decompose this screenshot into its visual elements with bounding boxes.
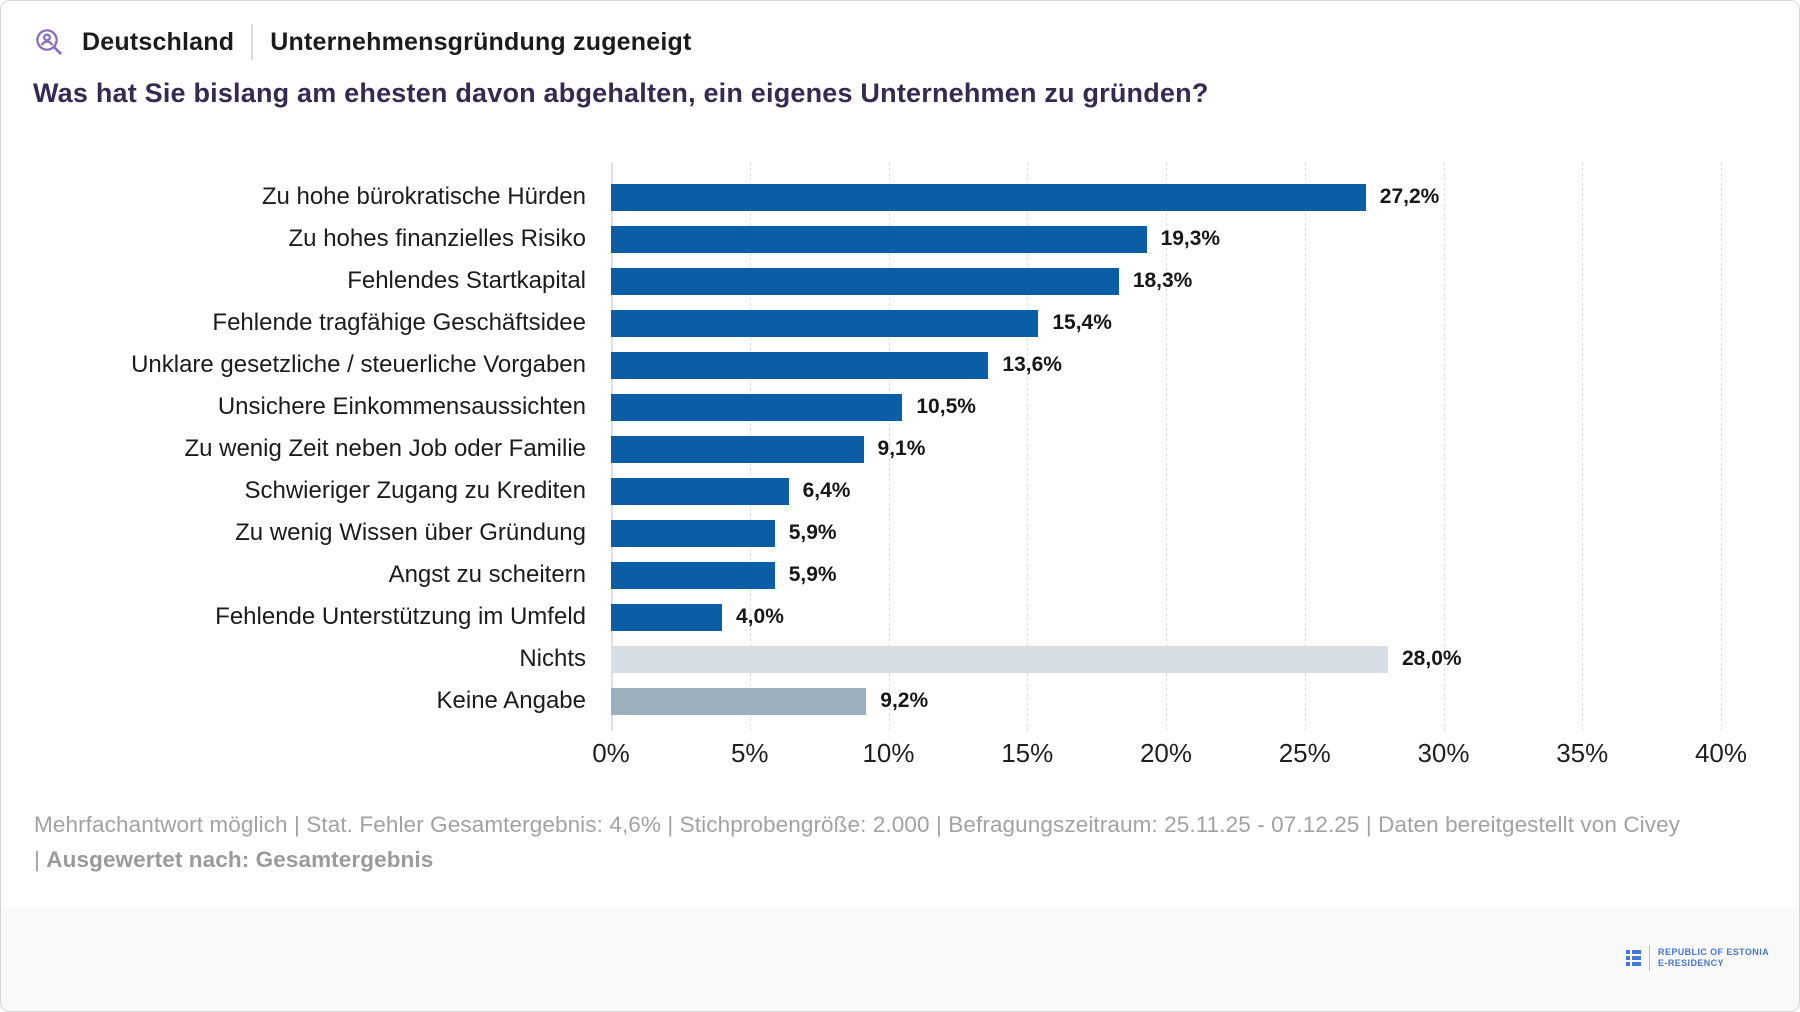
category-label: Zu hohe bürokratische Hürden [261,183,586,210]
footnote-line2: | Ausgewertet nach: Gesamtergebnis [34,847,434,872]
bottom-strip: REPUBLIC OF ESTONIA E-RESIDENCY [1,907,1799,1011]
category-label: Fehlende tragfähige Geschäftsidee [212,309,586,336]
bar [611,225,1147,253]
bar-value-label: 28,0% [1402,647,1462,670]
bar-row: Fehlende tragfähige Geschäftsidee 15,4% [1,302,1799,344]
brand-line1: REPUBLIC OF ESTONIA [1658,947,1769,957]
bar-value-label: 6,4% [802,479,851,502]
category-label: Zu wenig Wissen über Gründung [235,519,586,546]
header-region-label: Deutschland [82,27,235,56]
bar-row: Zu wenig Wissen über Gründung 5,9% [1,512,1799,554]
category-label: Zu hohes finanzielles Risiko [288,225,586,252]
bar [611,603,722,631]
x-tick-label: 40% [1694,738,1748,768]
x-tick-label: 15% [1001,738,1054,768]
x-tick-label: 5% [730,738,769,768]
bar-row: Unklare gesetzliche / steuerliche Vorgab… [1,344,1799,386]
estonia-e-residency-logo: REPUBLIC OF ESTONIA E-RESIDENCY [1626,945,1769,971]
bar-row: Fehlendes Startkapital 18,3% [1,260,1799,302]
bar-row: Fehlende Unterstützung im Umfeld 4,0% [1,596,1799,638]
bar [611,393,903,421]
bar-value-label: 9,1% [877,437,926,460]
gridline-25% [1304,163,1306,731]
brand-text: REPUBLIC OF ESTONIA E-RESIDENCY [1658,947,1769,969]
gridline-35% [1582,163,1584,731]
bar [611,519,775,547]
x-tick-label: 35% [1556,738,1609,768]
x-tick-label: 20% [1139,738,1193,768]
footnote-evaluated-by: Ausgewertet nach: Gesamtergebnis [46,847,434,872]
gridline-20% [1166,163,1167,731]
category-label: Nichts [519,645,586,672]
bar-row: Angst zu scheitern 5,9% [1,554,1799,596]
gridline-30% [1443,163,1445,731]
bar-row: Zu hohes finanzielles Risiko 19,3% [1,218,1799,260]
bar-value-label: 15,4% [1052,311,1112,334]
bar-chart: Zu hohe bürokratische Hürden 27,2% Zu hohe… [1,176,1799,722]
bar [611,561,775,589]
bar [611,435,864,463]
category-label: Zu wenig Zeit neben Job oder Familie [184,435,586,462]
bar [611,267,1119,295]
person-search-icon [33,26,65,58]
bar-row: Unsichere Einkommensaussichten 10,5% [1,386,1799,428]
footnote: Mehrfachantwort möglich | Stat. Fehler G… [34,807,1759,877]
bar [611,477,789,505]
bar-value-label: 5,9% [788,563,837,586]
bar-row: Zu wenig Zeit neben Job oder Familie 9,1% [1,428,1799,470]
page-title: Was hat Sie bislang am ehesten davon abg… [33,78,1209,108]
category-label: Fehlende Unterstützung im Umfeld [215,603,586,630]
bar [611,687,867,715]
brand-line2: E-RESIDENCY [1658,958,1724,968]
header-divider [251,24,254,60]
bar-value-label: 13,6% [1002,353,1062,376]
category-label: Fehlendes Startkapital [347,267,586,294]
bar-value-label: 27,2% [1379,185,1440,208]
gridline-10% [888,163,890,731]
x-axis: 0% 5% 10% 15% 20% 25% 30% 35% 40% [592,738,1747,774]
header: Deutschland Unternehmensgründung zugenei… [33,23,692,61]
gridline-40% [1721,163,1722,731]
x-tick-label: 10% [862,738,915,768]
bar-value-label: 4,0% [736,605,784,628]
bar-value-label: 9,2% [880,689,929,712]
category-label: Angst zu scheitern [388,561,586,588]
category-label: Keine Angabe [436,687,586,714]
bar-row: Schwieriger Zugang zu Krediten 6,4% [1,470,1799,512]
bar [611,309,1039,337]
bar-row: Zu hohe bürokratische Hürden 27,2% [1,176,1799,218]
brand-divider [1649,945,1651,971]
header-segment-label: Unternehmensgründung zugeneigt [270,27,692,56]
gridline-15% [1027,163,1029,731]
bar [611,183,1366,211]
bar-value-label: 10,5% [916,395,976,418]
category-label: Schwieriger Zugang zu Krediten [244,477,586,504]
bar [611,645,1388,673]
category-label: Unsichere Einkommensaussichten [217,393,586,420]
bar-row: Keine Angabe 9,2% [1,680,1799,722]
bar [611,351,989,379]
x-tick-label: 0% [592,738,630,768]
bar-value-label: 5,9% [788,521,837,544]
footnote-line1: Mehrfachantwort möglich | Stat. Fehler G… [34,812,1681,837]
x-tick-label: 25% [1278,738,1331,768]
estonia-crest-icon [1626,949,1642,967]
category-label: Unklare gesetzliche / steuerliche Vorgab… [131,351,586,378]
bar-value-label: 19,3% [1160,227,1221,250]
bar-value-label: 18,3% [1132,269,1193,292]
bar-row: Nichts 28,0% [1,638,1799,680]
x-tick-label: 30% [1417,738,1470,768]
